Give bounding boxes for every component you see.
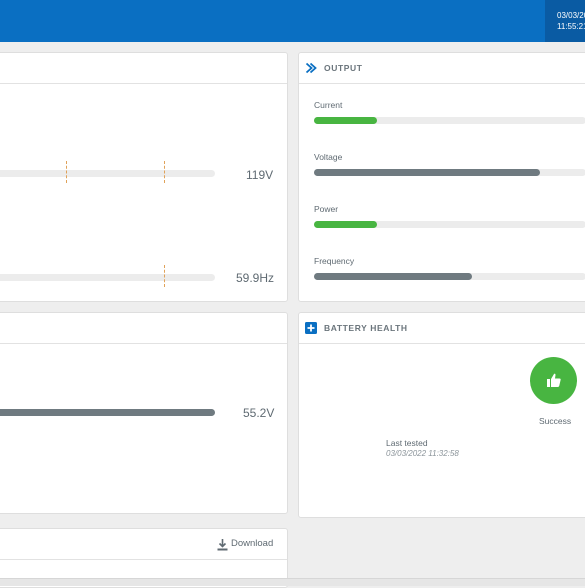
thumbs-up-icon [547, 373, 561, 387]
output-metric-bar [314, 169, 585, 176]
voltage-threshold-low [66, 161, 67, 183]
output-card-title: OUTPUT [324, 63, 363, 73]
battery-health-header: BATTERY HEALTH [299, 313, 585, 344]
output-metric-bar [314, 117, 585, 124]
plus-icon [305, 322, 317, 334]
output-metric-fill [314, 221, 377, 228]
current-date: 03/03/2022 [557, 11, 585, 20]
input-card-header [0, 53, 287, 84]
battery-health-card: BATTERY HEALTH [298, 312, 585, 518]
last-tested-value: 03/03/2022 11:32:58 [386, 449, 459, 458]
frequency-threshold [164, 265, 165, 287]
output-metric-label: Frequency [314, 256, 355, 266]
voltage-threshold-high [164, 161, 165, 183]
datetime-panel: 03/03/2022 11:55:21 [545, 0, 585, 42]
output-metric-fill [314, 273, 472, 280]
success-indicator [530, 357, 577, 404]
footer-edge [0, 578, 585, 586]
last-tested-label: Last tested [386, 438, 428, 448]
battery-voltage-bar [0, 409, 215, 416]
battery-health-title: BATTERY HEALTH [324, 323, 408, 333]
output-metric-bar [314, 273, 585, 280]
output-metric-label: Current [314, 100, 343, 110]
health-status-label: Success [539, 416, 572, 426]
output-card-header: OUTPUT [299, 53, 585, 84]
top-bar: 03/03/2022 11:55:21 [0, 0, 585, 42]
input-card: 119V 59.9Hz [0, 52, 288, 302]
battery-voltage-fill [0, 409, 215, 416]
input-voltage-value: 119V [246, 168, 274, 182]
output-metric-bar [314, 221, 585, 228]
current-time: 11:55:21 [557, 22, 585, 31]
output-metric-label: Power [314, 204, 339, 214]
output-metric-fill [314, 117, 377, 124]
battery-card-header [0, 313, 287, 344]
input-frequency-bar [0, 265, 215, 287]
download-icon [217, 539, 228, 551]
output-card: OUTPUT Current Voltage Power Frequency [298, 52, 585, 302]
battery-card: 55.2V [0, 312, 288, 514]
output-metric-fill [314, 169, 540, 176]
input-frequency-value: 59.9Hz [236, 271, 275, 285]
log-card-header [0, 529, 287, 560]
chevron-right-double-icon [305, 62, 317, 74]
input-voltage-bar [0, 161, 215, 183]
download-label: Download [231, 538, 274, 549]
battery-voltage-value: 55.2V [243, 406, 275, 420]
output-metric-label: Voltage [314, 152, 343, 162]
